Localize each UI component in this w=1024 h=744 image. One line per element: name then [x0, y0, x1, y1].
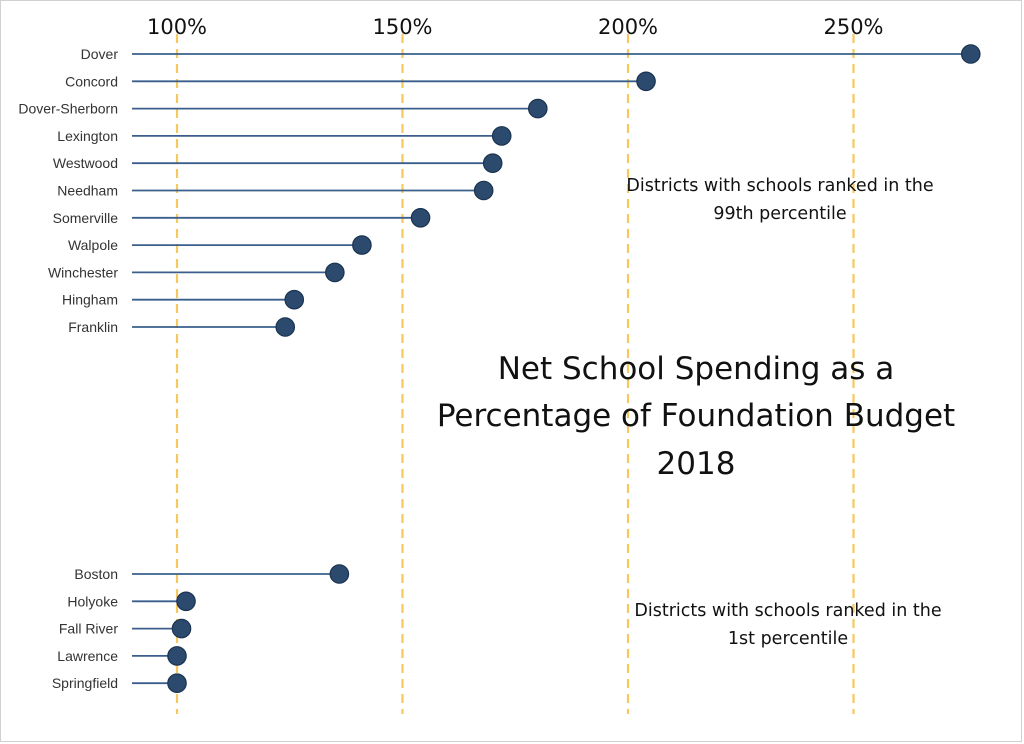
dot-boston	[329, 564, 350, 584]
category-label: Dover	[81, 46, 119, 62]
chart-title-line-2: Percentage of Foundation Budget	[437, 398, 955, 434]
category-label: Boston	[74, 566, 118, 582]
dot-holyoke	[176, 591, 196, 612]
category-label: Lexington	[57, 128, 118, 144]
x-tick-label: 200%	[598, 15, 658, 39]
dot-concord	[636, 71, 656, 92]
annotation-top-line-2: 99th percentile	[713, 204, 846, 224]
category-label: Walpole	[68, 237, 118, 253]
x-tick-label: 250%	[823, 15, 883, 39]
annotation-bottom-line-1: Districts with schools ranked in the	[634, 601, 941, 621]
x-tick-label: 100%	[147, 15, 207, 39]
dot-fall-river	[171, 618, 192, 639]
dot-lexington	[491, 126, 512, 146]
annotation-top-line-1: Districts with schools ranked in the	[626, 176, 933, 196]
dot-dover-sherborn	[527, 98, 548, 119]
lollipop-series	[132, 44, 981, 693]
category-label: Lawrence	[57, 648, 118, 664]
dot-dover	[960, 44, 981, 64]
dot-needham	[473, 180, 494, 201]
category-label: Winchester	[48, 264, 118, 280]
category-labels: Dover Concord Dover-Sherborn Lexington Westw…	[18, 46, 118, 691]
dot-westwood	[482, 153, 503, 173]
category-label: Westwood	[53, 155, 118, 171]
dot-walpole	[352, 235, 372, 255]
dot-hingham	[284, 289, 305, 310]
dot-franklin	[275, 317, 296, 337]
reference-lines	[175, 34, 855, 714]
category-label: Hingham	[62, 292, 118, 308]
category-label: Springfield	[52, 675, 118, 691]
category-label: Franklin	[68, 319, 118, 335]
dot-winchester	[325, 262, 345, 283]
category-label: Somerville	[53, 210, 119, 226]
dot-somerville	[410, 208, 431, 228]
category-label: Concord	[65, 73, 118, 89]
dot-lawrence	[167, 646, 187, 666]
chart-title-line-3: 2018	[657, 446, 736, 482]
x-axis-tick-labels: 100% 150% 200% 250%	[147, 15, 884, 39]
dot-springfield	[167, 673, 187, 693]
chart-title-line-1: Net School Spending as a	[498, 351, 895, 387]
x-tick-label: 150%	[372, 15, 432, 39]
category-label: Fall River	[59, 621, 118, 637]
category-label: Needham	[57, 183, 118, 199]
category-label: Dover-Sherborn	[18, 101, 118, 117]
annotation-bottom-line-2: 1st percentile	[728, 629, 848, 649]
category-label: Holyoke	[67, 593, 118, 609]
